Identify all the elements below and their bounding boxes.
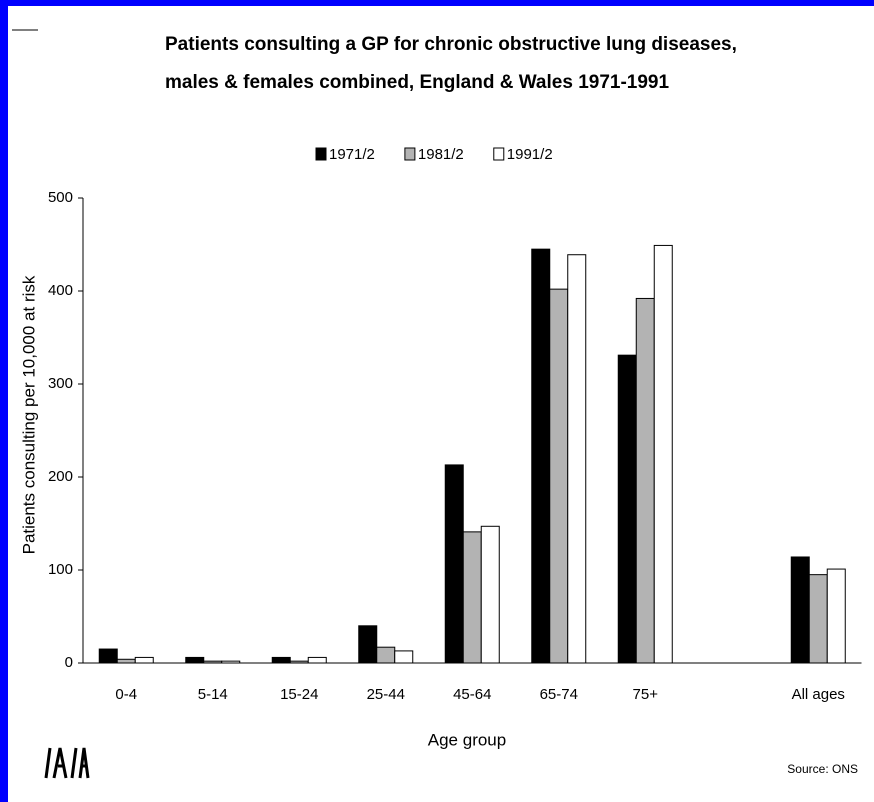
x-tick-label: 45-64 — [453, 686, 491, 703]
bar — [358, 625, 378, 664]
bar — [826, 568, 846, 664]
bar — [203, 660, 223, 664]
bar — [531, 248, 551, 664]
y-tick-label: 200 — [48, 468, 73, 485]
x-tick-label: 75+ — [633, 686, 659, 703]
legend-swatch — [404, 147, 416, 161]
bar — [116, 658, 136, 664]
bar — [549, 288, 569, 664]
source: Source: ONS — [787, 762, 858, 776]
y-tick-label: 400 — [48, 282, 73, 299]
bar — [221, 660, 241, 664]
y-axis-label: Patients consulting per 10,000 at risk — [19, 275, 38, 554]
legend-label: 1971/2 — [329, 146, 375, 163]
bar — [790, 556, 810, 664]
y-tick-label: 300 — [48, 375, 73, 392]
background — [8, 6, 874, 802]
bar — [567, 254, 587, 664]
bar — [289, 660, 309, 664]
bar — [462, 531, 482, 664]
x-tick-label: 65-74 — [540, 686, 578, 703]
bar — [444, 464, 464, 664]
y-tick-label: 0 — [65, 654, 73, 671]
bar — [394, 650, 414, 664]
x-tick-label: All ages — [792, 686, 845, 703]
bar — [808, 574, 828, 664]
bar — [98, 648, 118, 664]
bar — [480, 525, 500, 664]
bar — [376, 646, 396, 664]
y-tick-label: 100 — [48, 561, 73, 578]
chart-title: males & females combined, England & Wale… — [165, 72, 669, 93]
x-tick-label: 0-4 — [115, 686, 137, 703]
y-tick-label: 500 — [48, 189, 73, 206]
legend-swatch — [315, 147, 327, 161]
bar — [307, 656, 327, 664]
logo — [44, 747, 90, 779]
bar — [271, 656, 291, 664]
x-axis-label: Age group — [428, 730, 506, 749]
bar — [134, 656, 154, 664]
bar — [185, 656, 205, 664]
legend-label: 1991/2 — [507, 146, 553, 163]
bar — [653, 244, 673, 664]
x-tick-label: 5-14 — [198, 686, 228, 703]
legend-swatch — [493, 147, 505, 161]
legend-label: 1981/2 — [418, 146, 464, 163]
x-tick-label: 15-24 — [280, 686, 318, 703]
chart-title: Patients consulting a GP for chronic obs… — [165, 34, 737, 55]
bar — [617, 354, 637, 664]
x-tick-label: 25-44 — [367, 686, 405, 703]
bar — [635, 297, 655, 664]
